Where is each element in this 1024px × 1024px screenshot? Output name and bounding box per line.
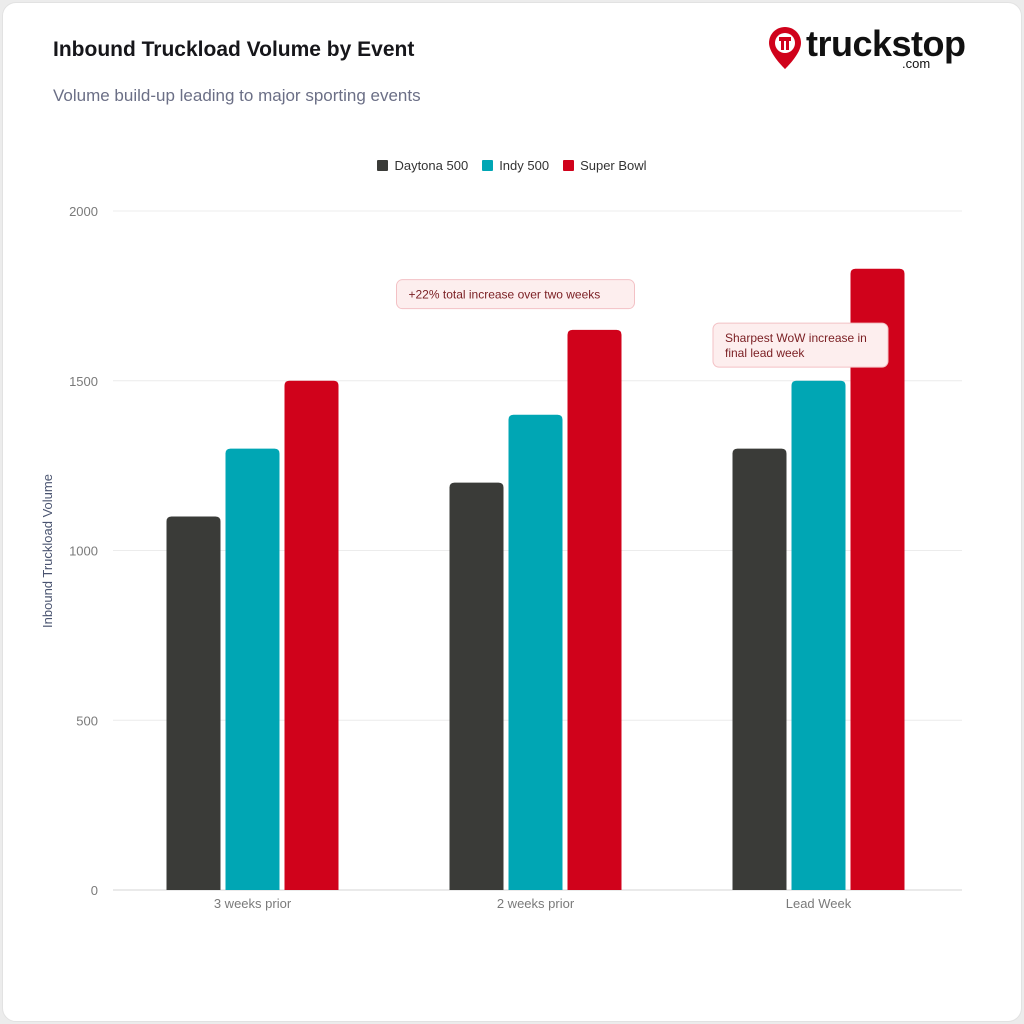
y-tick-label: 500 <box>76 713 98 728</box>
annotation-text: final lead week <box>725 346 805 360</box>
bar-indy-500-3-weeks-prior[interactable] <box>225 448 280 890</box>
bar-daytona-500-3-weeks-prior[interactable] <box>166 516 221 890</box>
y-axis-ticks: 0 500 1000 1500 2000 <box>69 204 98 898</box>
bar-daytona-500-2-weeks-prior[interactable] <box>449 482 504 890</box>
y-tick-label: 0 <box>91 883 98 898</box>
legend-label: Super Bowl <box>580 158 647 173</box>
legend-swatch <box>482 160 494 171</box>
x-axis-ticks: 3 weeks prior 2 weeks prior Lead Week <box>214 896 852 911</box>
bar-super-bowl-2-weeks-prior[interactable] <box>567 329 622 890</box>
legend-label: Daytona 500 <box>394 158 469 173</box>
truckstop-logo[interactable]: truckstop .com <box>768 24 968 74</box>
legend-item[interactable]: Daytona 500 <box>377 158 468 173</box>
x-tick-label: Lead Week <box>786 896 852 911</box>
map-pin-icon <box>769 27 801 69</box>
annotation-text: +22% total increase over two weeks <box>409 288 601 302</box>
chart-subtitle: Volume build-up leading to major sportin… <box>53 86 421 105</box>
legend: Daytona 500 Indy 500 Super Bowl <box>0 158 1024 173</box>
bar-indy-500-2-weeks-prior[interactable] <box>508 414 563 890</box>
legend-swatch <box>377 160 389 171</box>
chart-title: Inbound Truckload Volume by Event <box>53 38 415 61</box>
annotation-box <box>712 322 889 368</box>
bar-daytona-500-lead-week[interactable] <box>732 448 787 890</box>
bars <box>166 268 905 891</box>
x-tick-label: 2 weeks prior <box>497 896 575 911</box>
logo-suffix: .com <box>902 56 931 71</box>
y-tick-label: 1500 <box>69 374 98 389</box>
annotation-box <box>396 279 635 310</box>
annotations: +22% total increase over two weeks Sharpe… <box>396 279 889 368</box>
logo-wordmark: truckstop <box>806 23 966 64</box>
legend-swatch <box>563 160 575 171</box>
y-tick-label: 1000 <box>69 544 98 559</box>
legend-item[interactable]: Indy 500 <box>482 158 549 173</box>
bar-super-bowl-3-weeks-prior[interactable] <box>284 380 339 890</box>
annotation: +22% total increase over two weeks <box>396 279 635 310</box>
annotation-text: Sharpest WoW increase in <box>725 331 867 345</box>
bar-super-bowl-lead-week[interactable] <box>850 268 905 891</box>
x-tick-label: 3 weeks prior <box>214 896 292 911</box>
bar-indy-500-lead-week[interactable] <box>791 380 846 890</box>
y-tick-label: 2000 <box>69 204 98 219</box>
legend-item[interactable]: Super Bowl <box>563 158 647 173</box>
y-axis-label: Inbound Truckload Volume <box>40 474 55 628</box>
legend-label: Indy 500 <box>499 158 550 173</box>
